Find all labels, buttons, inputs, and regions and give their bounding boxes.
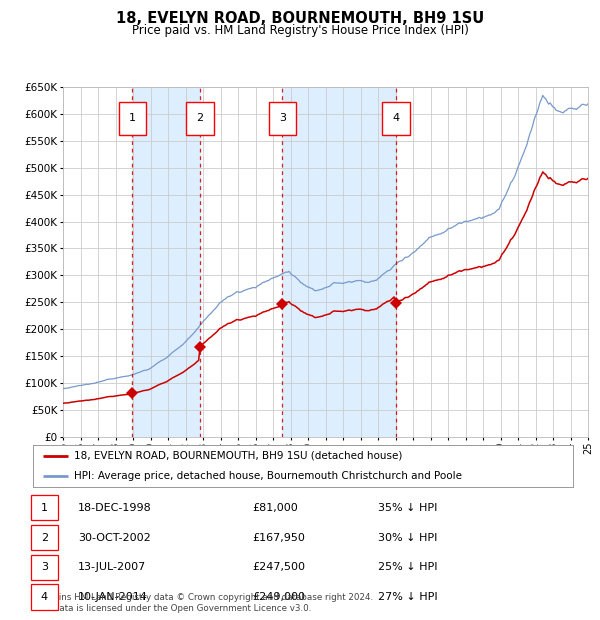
Bar — [282, 87, 396, 437]
Text: 18, EVELYN ROAD, BOURNEMOUTH, BH9 1SU (detached house): 18, EVELYN ROAD, BOURNEMOUTH, BH9 1SU (d… — [74, 451, 402, 461]
FancyBboxPatch shape — [187, 102, 214, 135]
Text: HPI: Average price, detached house, Bournemouth Christchurch and Poole: HPI: Average price, detached house, Bour… — [74, 471, 461, 480]
Text: 30-OCT-2002: 30-OCT-2002 — [78, 533, 151, 542]
Text: 2: 2 — [41, 533, 48, 542]
Text: 18, EVELYN ROAD, BOURNEMOUTH, BH9 1SU: 18, EVELYN ROAD, BOURNEMOUTH, BH9 1SU — [116, 11, 484, 26]
Text: 27% ↓ HPI: 27% ↓ HPI — [378, 592, 437, 602]
Text: 13-JUL-2007: 13-JUL-2007 — [78, 562, 146, 572]
FancyBboxPatch shape — [119, 102, 146, 135]
Text: £81,000: £81,000 — [252, 503, 298, 513]
Text: 25% ↓ HPI: 25% ↓ HPI — [378, 562, 437, 572]
Text: Price paid vs. HM Land Registry's House Price Index (HPI): Price paid vs. HM Land Registry's House … — [131, 24, 469, 37]
Text: £247,500: £247,500 — [252, 562, 305, 572]
FancyBboxPatch shape — [269, 102, 296, 135]
Text: 4: 4 — [41, 592, 48, 602]
Text: 18-DEC-1998: 18-DEC-1998 — [78, 503, 152, 513]
Text: £167,950: £167,950 — [252, 533, 305, 542]
Text: Contains HM Land Registry data © Crown copyright and database right 2024.
This d: Contains HM Land Registry data © Crown c… — [33, 593, 373, 613]
Text: 4: 4 — [392, 113, 400, 123]
Text: 1: 1 — [41, 503, 48, 513]
Text: 10-JAN-2014: 10-JAN-2014 — [78, 592, 148, 602]
Text: 2: 2 — [196, 113, 203, 123]
Text: 30% ↓ HPI: 30% ↓ HPI — [378, 533, 437, 542]
Text: £249,000: £249,000 — [252, 592, 305, 602]
Text: 35% ↓ HPI: 35% ↓ HPI — [378, 503, 437, 513]
Text: 1: 1 — [129, 113, 136, 123]
FancyBboxPatch shape — [382, 102, 410, 135]
Text: 3: 3 — [41, 562, 48, 572]
Text: 3: 3 — [279, 113, 286, 123]
Bar — [133, 87, 200, 437]
